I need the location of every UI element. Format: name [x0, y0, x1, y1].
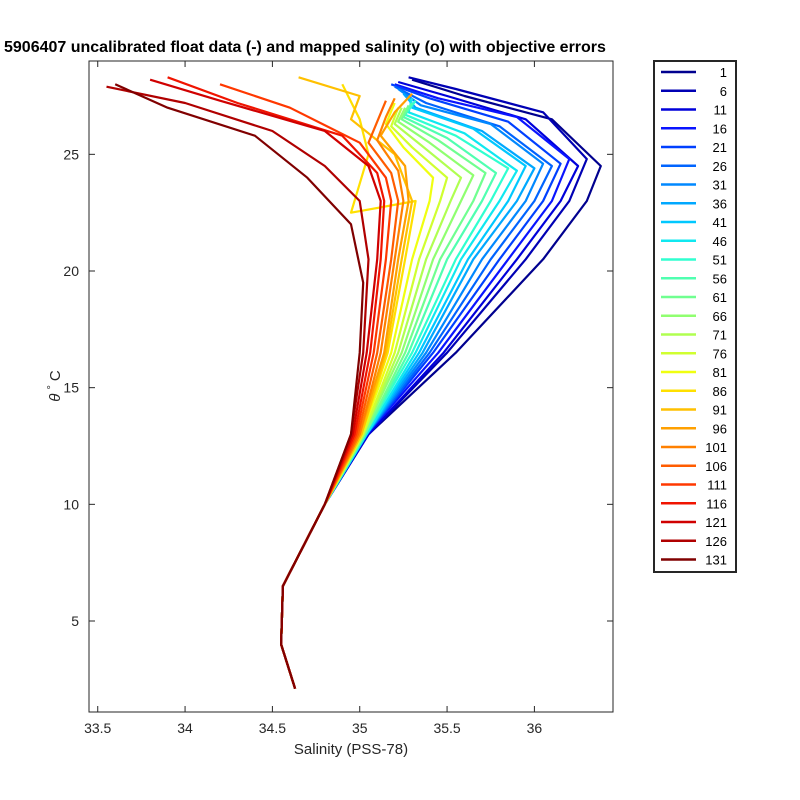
legend-label-21: 21	[713, 140, 727, 155]
series-line-131	[114, 83, 365, 690]
y-tick-label: 25	[63, 146, 79, 162]
legend-label-16: 16	[713, 121, 727, 136]
legend-label-116: 116	[706, 496, 727, 511]
y-tick-label: 10	[63, 496, 79, 512]
chart-title: 5906407 uncalibrated float data (-) and …	[4, 39, 606, 56]
legend-label-26: 26	[713, 159, 727, 174]
legend-label-101: 101	[705, 440, 727, 455]
x-axis-label: Salinity (PSS-78)	[294, 741, 408, 758]
y-axis-label-unit: C	[47, 370, 64, 381]
series-line-126	[106, 85, 370, 690]
legend-items: 1611162126313641465156616671768186919610…	[661, 65, 727, 568]
plot-frame	[88, 60, 614, 713]
y-axis-label-symbol: θ	[47, 394, 64, 402]
legend-label-51: 51	[713, 253, 727, 268]
legend-label-91: 91	[713, 403, 727, 418]
legend: 1611162126313641465156616671768186919610…	[653, 60, 737, 573]
legend-label-31: 31	[713, 178, 727, 193]
legend-label-86: 86	[713, 384, 727, 399]
y-tick-label: 15	[63, 380, 79, 396]
x-tick-label: 35	[352, 720, 368, 736]
x-tick-label: 35.5	[433, 720, 460, 736]
series-line-116	[167, 76, 386, 690]
legend-label-11: 11	[714, 103, 728, 118]
legend-label-106: 106	[705, 459, 727, 474]
x-tick-label: 33.5	[84, 720, 111, 736]
x-tick-label: 34	[177, 720, 193, 736]
legend-label-131: 131	[705, 553, 727, 568]
tick-layer: 33.5 34 34.5 35 35.5 36 5 10 15 20 25	[63, 61, 613, 736]
series-line-26	[280, 85, 554, 690]
y-axis-label: θ ° C	[46, 370, 64, 402]
legend-label-66: 66	[713, 309, 727, 324]
series-line-121	[149, 78, 382, 690]
x-tick-label: 36	[527, 720, 543, 736]
legend-label-36: 36	[713, 196, 727, 211]
legend-label-126: 126	[705, 534, 727, 549]
legend-label-41: 41	[713, 215, 727, 230]
legend-label-121: 121	[705, 515, 727, 530]
y-axis-label-degree: °	[46, 385, 58, 389]
x-tick-label: 34.5	[259, 720, 286, 736]
y-tick-label: 5	[71, 613, 79, 629]
legend-label-81: 81	[713, 365, 727, 380]
legend-label-1: 1	[720, 65, 727, 80]
legend-label-71: 71	[713, 328, 727, 343]
series-line-16	[280, 83, 571, 690]
legend-label-56: 56	[713, 271, 727, 286]
series-layer	[106, 76, 602, 690]
legend-label-46: 46	[713, 234, 727, 249]
legend-label-96: 96	[713, 421, 727, 436]
legend-label-76: 76	[713, 346, 727, 361]
legend-label-6: 6	[720, 84, 727, 99]
y-tick-label: 20	[63, 263, 79, 279]
legend-label-61: 61	[713, 290, 727, 305]
legend-label-111: 111	[707, 478, 727, 493]
